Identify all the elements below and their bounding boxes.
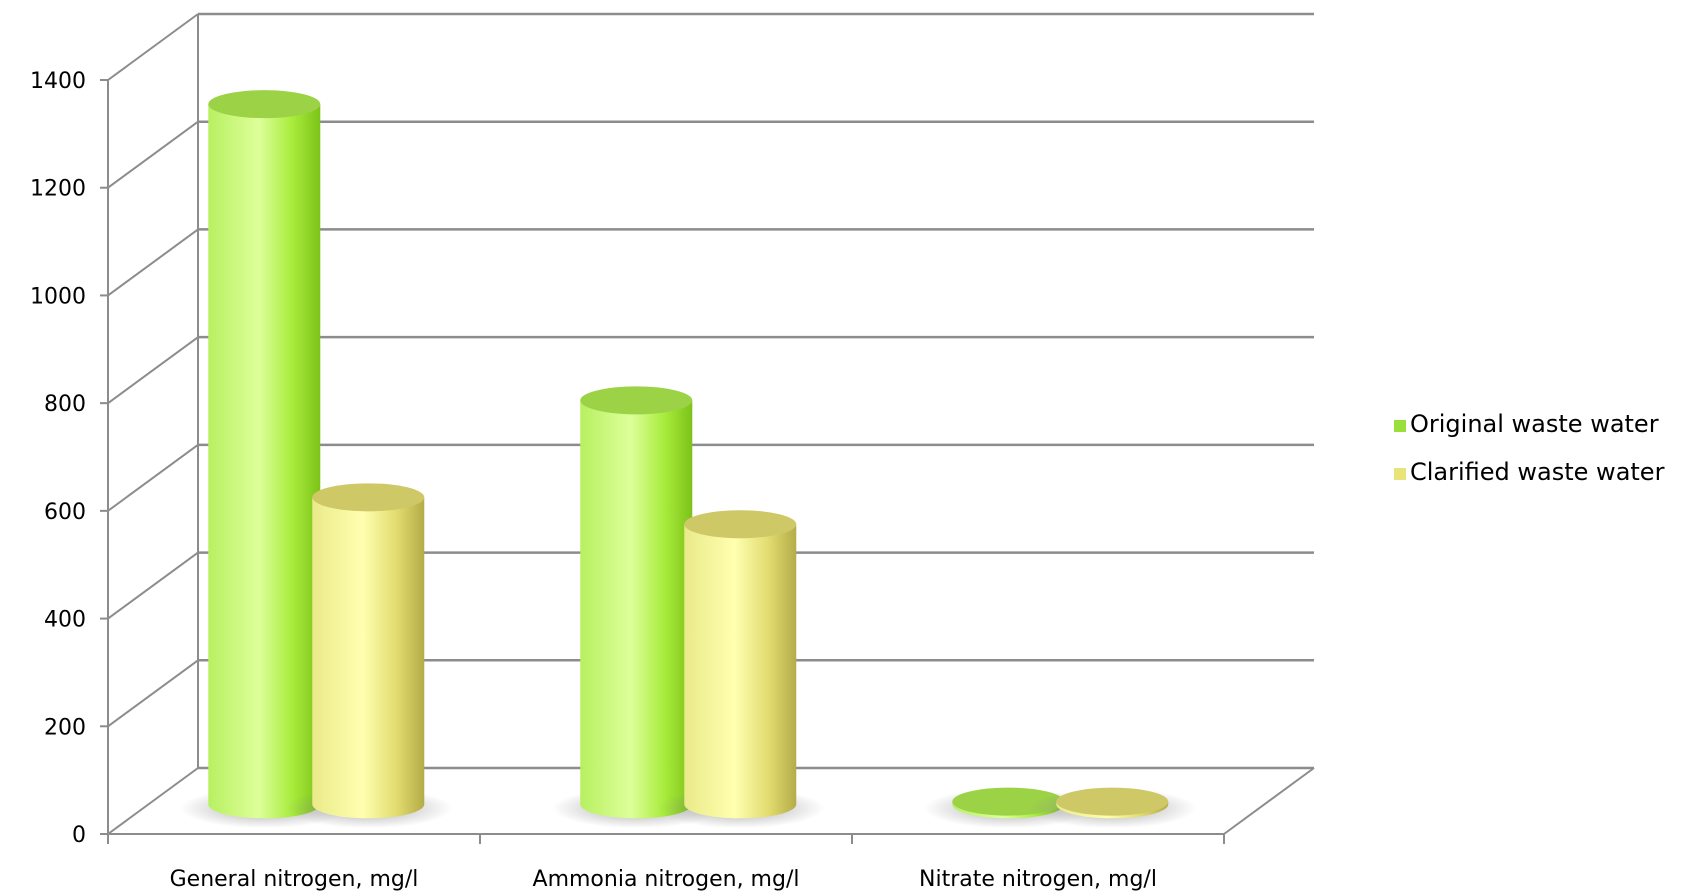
gridline-side-4	[107, 336, 199, 404]
y-tick-label-4: 800	[44, 392, 86, 417]
bar-top-1-0	[580, 386, 693, 415]
y-tick-label-6: 1200	[30, 177, 86, 202]
gridline-side-2	[107, 551, 199, 620]
y-axis-tick-labels: 0 200 400 600 800 1000 1200 1400	[30, 69, 86, 848]
x-category-label-2: Nitrate nitrogen, mg/l	[919, 867, 1157, 892]
y-tick-label-2: 400	[44, 608, 86, 633]
legend-label-0: Original waste water	[1410, 410, 1659, 438]
y-tick-label-0: 0	[72, 823, 86, 848]
bars	[180, 90, 1197, 829]
bar-2-1	[1028, 787, 1197, 829]
gridline-side-0	[107, 767, 199, 835]
bar-body-0-1	[312, 497, 425, 819]
y-tick-label-3: 600	[44, 500, 86, 525]
bar-top-0-1	[312, 483, 425, 512]
bar-top-2-1	[1056, 787, 1169, 816]
x-category-label-1: Ammonia nitrogen, mg/l	[533, 867, 800, 892]
bar-body-0-0	[208, 104, 321, 819]
bar-0-1	[284, 483, 453, 829]
gridline-side-7	[107, 13, 199, 81]
gridline-side-6	[107, 120, 199, 189]
legend-swatch-1	[1394, 468, 1406, 480]
bar-body-1-1	[684, 524, 797, 819]
x-category-label-0: General nitrogen, mg/l	[170, 867, 419, 892]
bar-top-0-0	[208, 90, 321, 119]
gridline-side-3	[107, 444, 199, 512]
x-axis-category-labels: General nitrogen, mg/l Ammonia nitrogen, …	[170, 867, 1157, 892]
axes	[100, 14, 1315, 844]
bar-1-1	[656, 510, 825, 829]
bar-top-1-1	[684, 510, 797, 539]
legend-label-1: Clarified waste water	[1410, 458, 1665, 486]
gridline-side-5	[107, 228, 199, 297]
bar-body-1-0	[580, 400, 693, 819]
gridline-side-1	[107, 659, 199, 728]
y-tick-label-5: 1000	[30, 284, 86, 309]
y-tick-label-1: 200	[44, 715, 86, 740]
floor-right-edge	[1223, 767, 1315, 835]
legend-swatch-0	[1394, 420, 1406, 432]
y-tick-label-7: 1400	[30, 69, 86, 94]
legend: Original waste water Clarified waste wate…	[1394, 410, 1665, 486]
